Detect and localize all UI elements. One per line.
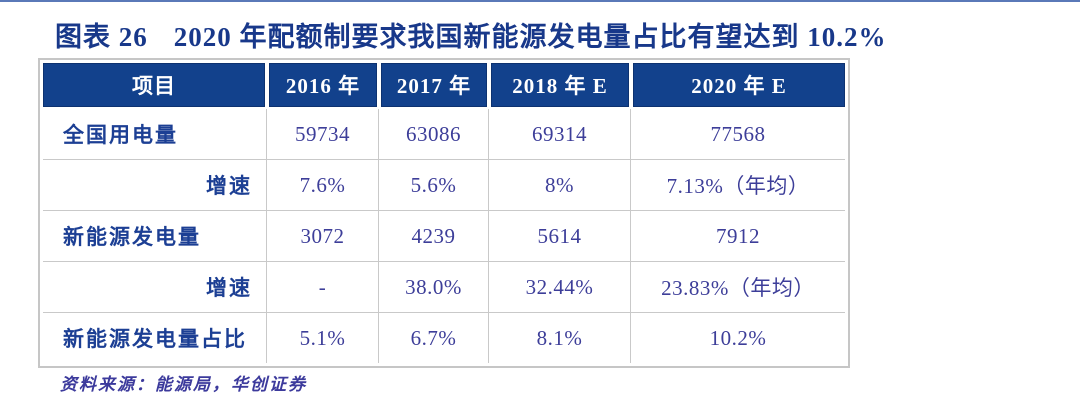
column-header-2016: 2016 年 xyxy=(269,63,377,107)
cell-value: 23.83%（年均） xyxy=(661,276,815,300)
column-header-item: 项目 xyxy=(43,63,265,107)
figure-label: 图表 26 xyxy=(55,22,148,52)
data-table: 项目 2016 年 2017 年 2018 年 E 2020 年 E 全国用电量… xyxy=(38,58,850,368)
table-header-row: 项目 2016 年 2017 年 2018 年 E 2020 年 E xyxy=(43,63,845,107)
row-label: 新能源发电量 xyxy=(43,211,267,261)
table-row: 新能源发电量 3072 4239 5614 7912 xyxy=(43,211,845,262)
cell-value: 6.7% xyxy=(379,313,489,363)
table-row: 增速 - 38.0% 32.44% 23.83%（年均） xyxy=(43,262,845,313)
figure-caption: 2020 年配额制要求我国新能源发电量占比有望达到 10.2% xyxy=(173,22,887,52)
table-row: 新能源发电量占比 5.1% 6.7% 8.1% 10.2% xyxy=(43,313,845,363)
cell-value: 69314 xyxy=(489,109,631,159)
table-body: 全国用电量 59734 63086 69314 77568 增速 7.6% 5.… xyxy=(43,109,845,363)
table-row: 全国用电量 59734 63086 69314 77568 xyxy=(43,109,845,160)
cell-value: 5.6% xyxy=(379,160,489,210)
cell-value: 3072 xyxy=(267,211,379,261)
column-header-2018e: 2018 年 E xyxy=(491,63,629,107)
cell-value: 8.1% xyxy=(489,313,631,363)
row-label: 增速 xyxy=(43,262,267,312)
column-header-2020e: 2020 年 E xyxy=(633,63,845,107)
cell-value: 63086 xyxy=(379,109,489,159)
row-label: 新能源发电量占比 xyxy=(43,313,267,363)
cell-value: 5.1% xyxy=(267,313,379,363)
cell-value: 7.6% xyxy=(267,160,379,210)
cell-value: 4239 xyxy=(379,211,489,261)
cell-value: - xyxy=(267,262,379,312)
cell-value: 32.44% xyxy=(489,262,631,312)
source-note: 资料来源：能源局，华创证券 xyxy=(60,375,307,394)
cell-value: 8% xyxy=(489,160,631,210)
top-divider xyxy=(0,0,1080,2)
cell-value: 5614 xyxy=(489,211,631,261)
table-row: 增速 7.6% 5.6% 8% 7.13%（年均） xyxy=(43,160,845,211)
cell-value: 77568 xyxy=(710,121,766,146)
cell-value: 59734 xyxy=(267,109,379,159)
cell-value: 38.0% xyxy=(379,262,489,312)
figure-title: 图表 26 2020 年配额制要求我国新能源发电量占比有望达到 10.2% xyxy=(55,15,887,54)
row-label: 全国用电量 xyxy=(43,109,267,159)
column-header-2017: 2017 年 xyxy=(381,63,487,107)
cell-value: 7912 xyxy=(716,223,760,248)
cell-value: 7.13%（年均） xyxy=(666,174,810,198)
cell-value: 10.2% xyxy=(709,325,767,350)
row-label: 增速 xyxy=(43,160,267,210)
